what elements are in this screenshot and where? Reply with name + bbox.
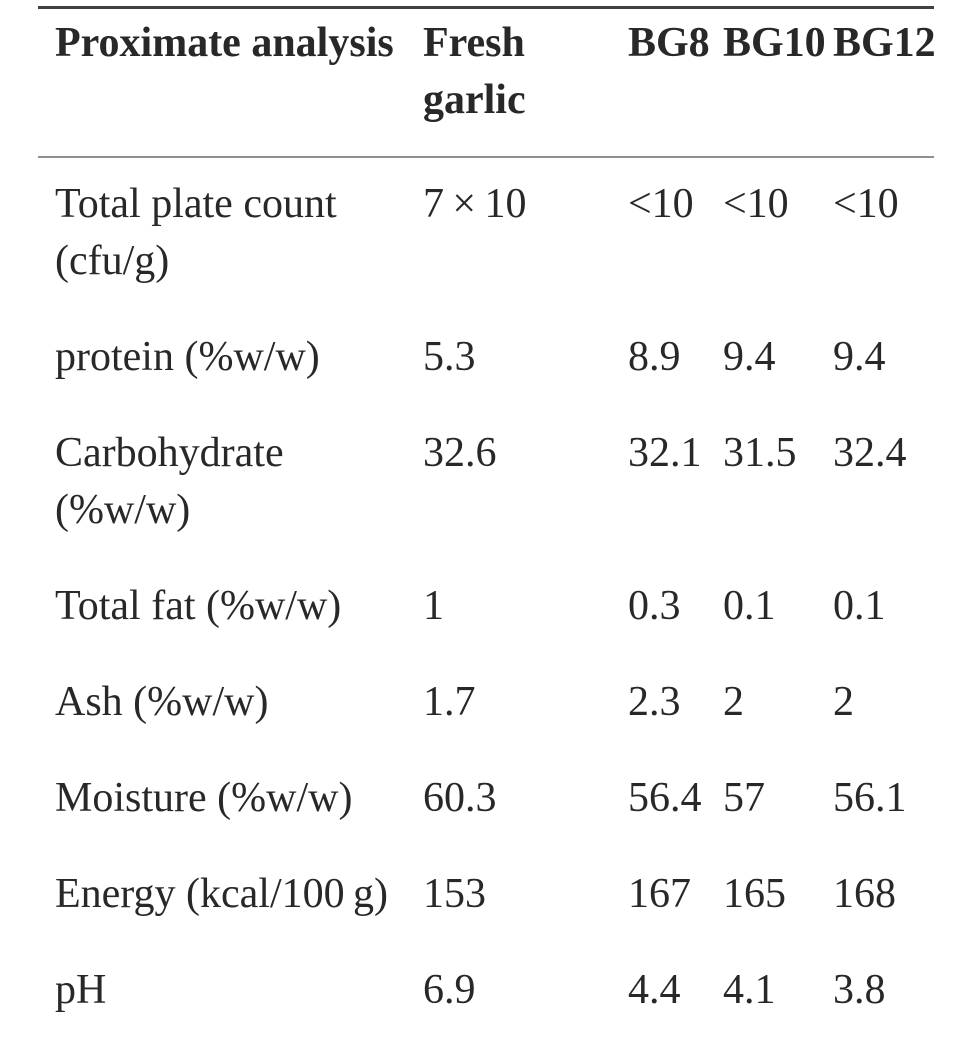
cell-bg12: 2 (833, 679, 854, 725)
cell-bg12: 168 (833, 871, 896, 917)
row-label: protein (%w/w) (55, 334, 320, 380)
cell-bg8: 2.3 (628, 679, 681, 725)
cell-bg8: 0.3 (628, 583, 681, 629)
cell-bg10: 165 (723, 871, 786, 917)
column-header-bg12: BG12 (833, 7, 936, 158)
cell-bg10: 31.5 (723, 430, 797, 476)
cell-bg10: 57 (723, 775, 765, 821)
row-label: Total plate count (cfu/g) (55, 181, 337, 284)
cell-fresh-garlic: 7 × 10 (423, 181, 527, 227)
cell-fresh-garlic: 32.6 (423, 430, 497, 476)
cell-bg12: 56.1 (833, 775, 907, 821)
cell-fresh-garlic: 6.9 (423, 967, 476, 1013)
cell-fresh-garlic: 1.7 (423, 679, 476, 725)
table-row-moisture: Moisture (%w/w) 60.3 56.4 57 56.1 (38, 752, 934, 848)
cell-fresh-garlic: 5.3 (423, 334, 476, 380)
column-header-fresh-garlic-label: Fresh garlic (423, 20, 526, 123)
cell-bg12: 0.1 (833, 583, 886, 629)
cell-bg12: 32.4 (833, 430, 907, 476)
column-header-bg10: BG10 (723, 7, 833, 158)
table-row-protein: protein (%w/w) 5.3 8.9 9.4 9.4 (38, 311, 934, 407)
table-row-total-plate-count: Total plate count (cfu/g) 7 × 10 <10 <10… (38, 157, 934, 311)
row-label: Carbohydrate (%w/w) (55, 430, 284, 533)
cell-bg8: <10 (628, 181, 694, 227)
column-header-fresh-garlic: Fresh garlic (423, 7, 628, 158)
table-row-total-fat: Total fat (%w/w) 1 0.3 0.1 0.1 (38, 560, 934, 656)
cell-bg12: 9.4 (833, 334, 886, 380)
cell-fresh-garlic: 153 (423, 871, 486, 917)
cell-bg10: 2 (723, 679, 744, 725)
row-label: Total fat (%w/w) (55, 583, 342, 629)
cell-fresh-garlic: 60.3 (423, 775, 497, 821)
cell-bg10: 4.1 (723, 967, 776, 1013)
row-label: Energy (kcal/100 g) (55, 871, 389, 917)
cell-bg12: 3.8 (833, 967, 886, 1013)
column-header-proximate-analysis: Proximate analysis (38, 7, 423, 158)
cell-bg8: 32.1 (628, 430, 702, 476)
table-header-row: Proximate analysis Fresh garlic BG8 BG10… (38, 7, 936, 158)
row-label: pH (55, 967, 107, 1013)
table-row-energy: Energy (kcal/100 g) 153 167 165 168 (38, 848, 934, 944)
row-label: Moisture (%w/w) (55, 775, 353, 821)
table-row-ph: pH 6.9 4.4 4.1 3.8 (38, 944, 934, 1040)
proximate-analysis-table-container: Proximate analysis Fresh garlic BG8 BG10… (38, 6, 936, 1040)
table-row-ash: Ash (%w/w) 1.7 2.3 2 2 (38, 656, 934, 752)
cell-bg8: 56.4 (628, 775, 702, 821)
cell-bg8: 4.4 (628, 967, 681, 1013)
row-label: Ash (%w/w) (55, 679, 269, 725)
cell-bg10: 0.1 (723, 583, 776, 629)
cell-bg10: <10 (723, 181, 789, 227)
cell-bg10: 9.4 (723, 334, 776, 380)
cell-fresh-garlic: 1 (423, 583, 444, 629)
table-row-carbohydrate: Carbohydrate (%w/w) 32.6 32.1 31.5 32.4 (38, 407, 934, 560)
cell-bg8: 167 (628, 871, 691, 917)
cell-bg8: 8.9 (628, 334, 681, 380)
column-header-bg8: BG8 (628, 7, 723, 158)
cell-bg12: <10 (833, 181, 899, 227)
proximate-analysis-table: Proximate analysis Fresh garlic BG8 BG10… (38, 6, 936, 1040)
